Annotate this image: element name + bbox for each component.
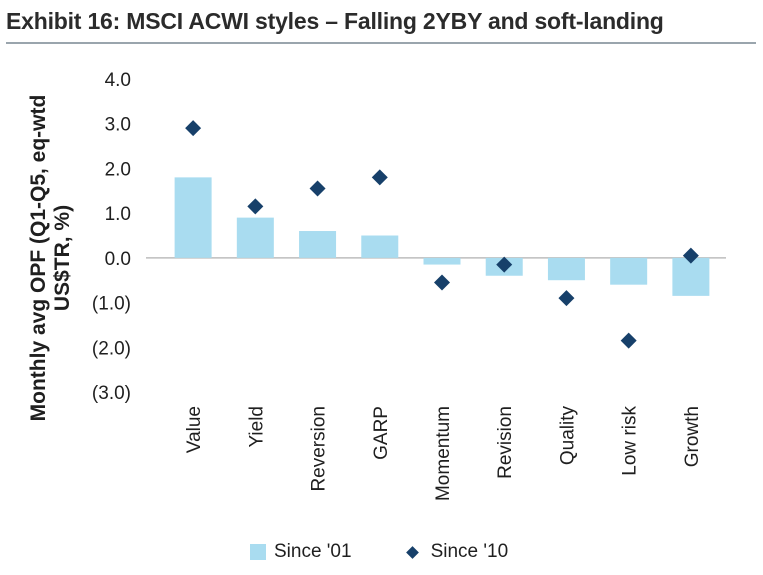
bar-yield [236,217,274,258]
marker-yield [247,198,264,215]
legend-diamond-swatch [405,545,419,559]
marker-growth [682,247,699,264]
title-underline [6,42,756,44]
legend-label-since-10: Since '10 [430,541,509,562]
category-label: GARP [371,406,392,460]
marker-series-since-10 [185,120,699,349]
marker-value [185,120,202,137]
bar-reversion [299,231,337,258]
x-axis-categories: Value Yield Reversion GARP Momentum Revision Q… [184,406,703,502]
bar-value [174,177,212,258]
bar-garp [361,235,399,258]
y-axis-ticks: 4.0 3.0 2.0 1.0 0.0 (1.0) (2.0) (3.0) [92,70,131,404]
marker-quality [558,290,575,307]
bar-quality [547,257,585,281]
bar-series-since-01 [174,177,710,296]
marker-revision [496,256,513,273]
y-axis-label-line: Monthly avg OPF (Q1-Q5, eq-wtd [27,95,50,422]
chart-title: Exhibit 16: MSCI ACWI styles – Falling 2… [6,8,664,34]
category-label: Growth [682,406,703,467]
marker-reversion [309,180,326,197]
category-label: Low risk [620,406,641,476]
category-label: Quality [557,406,578,466]
category-label: Reversion [309,406,330,492]
bar-growth [672,257,710,296]
category-label: Revision [495,406,516,479]
y-tick-label: (2.0) [92,338,131,359]
y-tick-label: (3.0) [92,383,131,404]
y-tick-label: (1.0) [92,294,131,315]
marker-garp [371,169,388,186]
category-label: Momentum [433,406,454,501]
bar-low-risk [610,257,648,285]
legend: Since '01 Since '10 [250,541,508,563]
bar-momentum [423,257,461,265]
marker-low-risk [620,332,637,349]
y-tick-label: 3.0 [105,115,131,136]
y-tick-label: 1.0 [105,204,131,225]
y-tick-label: 4.0 [105,70,131,91]
y-axis-label-group: Monthly avg OPF (Q1-Q5, eq-wtd US$TR, %) [27,95,74,422]
y-tick-label: 0.0 [105,249,131,270]
legend-label-since-01: Since '01 [274,541,352,562]
category-label: Value [184,406,205,453]
y-axis-label-line: US$TR, %) [51,205,74,311]
category-label: Yield [246,406,267,448]
legend-bar-swatch [250,544,266,560]
marker-momentum [434,274,450,291]
y-tick-label: 2.0 [105,159,131,180]
